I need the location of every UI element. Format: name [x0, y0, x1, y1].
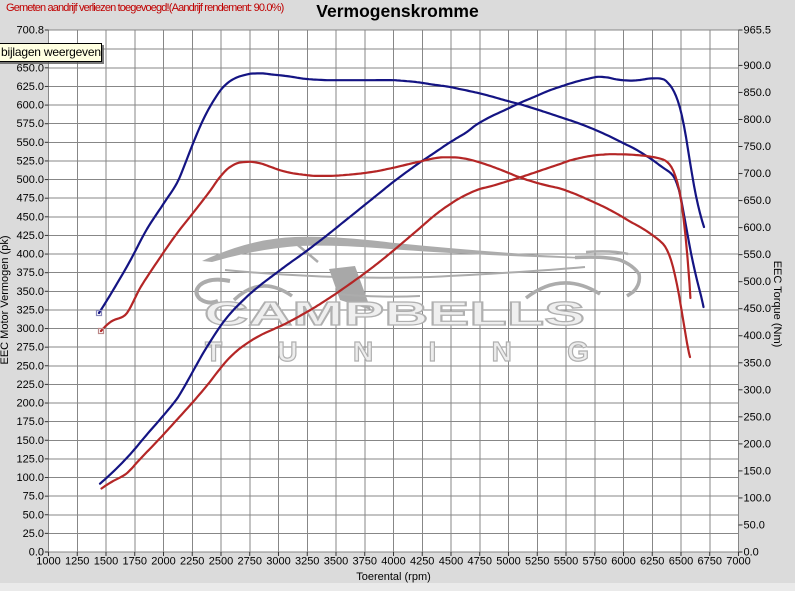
svg-text:250.0: 250.0 — [16, 360, 44, 372]
svg-text:75.0: 75.0 — [23, 491, 44, 503]
svg-text:500.0: 500.0 — [744, 276, 772, 288]
svg-text:6000: 6000 — [611, 556, 635, 568]
svg-text:625.0: 625.0 — [16, 81, 44, 93]
svg-text:400.0: 400.0 — [744, 330, 772, 342]
svg-text:50.0: 50.0 — [23, 509, 44, 521]
svg-text:5250: 5250 — [525, 556, 549, 568]
svg-text:250.0: 250.0 — [744, 411, 772, 423]
svg-text:2000: 2000 — [151, 556, 175, 568]
svg-text:750.0: 750.0 — [744, 141, 772, 153]
svg-text:550.0: 550.0 — [16, 137, 44, 149]
svg-text:650.0: 650.0 — [744, 195, 772, 207]
svg-text:3500: 3500 — [324, 556, 348, 568]
svg-text:900.0: 900.0 — [744, 60, 772, 72]
svg-text:1750: 1750 — [123, 556, 147, 568]
svg-text:3000: 3000 — [266, 556, 290, 568]
svg-text:100.0: 100.0 — [16, 472, 44, 484]
svg-text:3250: 3250 — [295, 556, 319, 568]
svg-text:225.0: 225.0 — [16, 379, 44, 391]
svg-text:0.0: 0.0 — [744, 547, 759, 559]
svg-text:0.0: 0.0 — [29, 547, 44, 559]
svg-text:475.0: 475.0 — [16, 193, 44, 205]
svg-text:450.0: 450.0 — [744, 303, 772, 315]
svg-text:700.0: 700.0 — [744, 168, 772, 180]
svg-text:275.0: 275.0 — [16, 342, 44, 354]
svg-text:100.0: 100.0 — [744, 492, 772, 504]
svg-text:325.0: 325.0 — [16, 304, 44, 316]
svg-text:200.0: 200.0 — [16, 398, 44, 410]
svg-text:300.0: 300.0 — [744, 384, 772, 396]
svg-text:200.0: 200.0 — [744, 438, 772, 450]
svg-text:EEC Torque (Nm): EEC Torque (Nm) — [771, 261, 783, 348]
svg-text:800.0: 800.0 — [744, 114, 772, 126]
svg-text:7000: 7000 — [726, 556, 750, 568]
svg-text:5750: 5750 — [583, 556, 607, 568]
svg-text:4250: 4250 — [410, 556, 434, 568]
svg-text:4500: 4500 — [439, 556, 463, 568]
svg-text:350.0: 350.0 — [744, 357, 772, 369]
svg-text:Toerental (rpm): Toerental (rpm) — [356, 571, 431, 583]
svg-text:CAMPBELLS: CAMPBELLS — [204, 295, 585, 332]
svg-text:25.0: 25.0 — [23, 528, 44, 540]
svg-text:EEC Motor Vermogen (pk): EEC Motor Vermogen (pk) — [0, 236, 11, 365]
svg-text:2250: 2250 — [180, 556, 204, 568]
svg-text:1000: 1000 — [36, 556, 60, 568]
svg-text:375.0: 375.0 — [16, 267, 44, 279]
svg-text:175.0: 175.0 — [16, 416, 44, 428]
svg-text:350.0: 350.0 — [16, 286, 44, 298]
svg-text:965.5: 965.5 — [744, 25, 772, 37]
svg-text:1250: 1250 — [65, 556, 89, 568]
svg-text:2750: 2750 — [238, 556, 262, 568]
svg-text:5500: 5500 — [554, 556, 578, 568]
svg-text:150.0: 150.0 — [744, 465, 772, 477]
svg-text:6500: 6500 — [669, 556, 693, 568]
svg-text:150.0: 150.0 — [16, 435, 44, 447]
svg-text:6250: 6250 — [640, 556, 664, 568]
svg-text:300.0: 300.0 — [16, 323, 44, 335]
svg-text:6750: 6750 — [698, 556, 722, 568]
svg-text:4000: 4000 — [381, 556, 405, 568]
svg-text:125.0: 125.0 — [16, 453, 44, 465]
svg-text:700.8: 700.8 — [16, 25, 44, 37]
svg-text:600.0: 600.0 — [744, 222, 772, 234]
svg-text:450.0: 450.0 — [16, 211, 44, 223]
svg-text:850.0: 850.0 — [744, 87, 772, 99]
svg-text:500.0: 500.0 — [16, 174, 44, 186]
svg-text:3750: 3750 — [353, 556, 377, 568]
svg-text:550.0: 550.0 — [744, 249, 772, 261]
svg-text:1500: 1500 — [94, 556, 118, 568]
svg-text:5000: 5000 — [496, 556, 520, 568]
svg-text:525.0: 525.0 — [16, 155, 44, 167]
svg-text:2500: 2500 — [209, 556, 233, 568]
svg-text:400.0: 400.0 — [16, 249, 44, 261]
svg-text:650.0: 650.0 — [16, 62, 44, 74]
svg-text:575.0: 575.0 — [16, 118, 44, 130]
svg-text:50.0: 50.0 — [744, 520, 765, 532]
svg-text:425.0: 425.0 — [16, 230, 44, 242]
svg-text:600.0: 600.0 — [16, 100, 44, 112]
svg-text:4750: 4750 — [468, 556, 492, 568]
